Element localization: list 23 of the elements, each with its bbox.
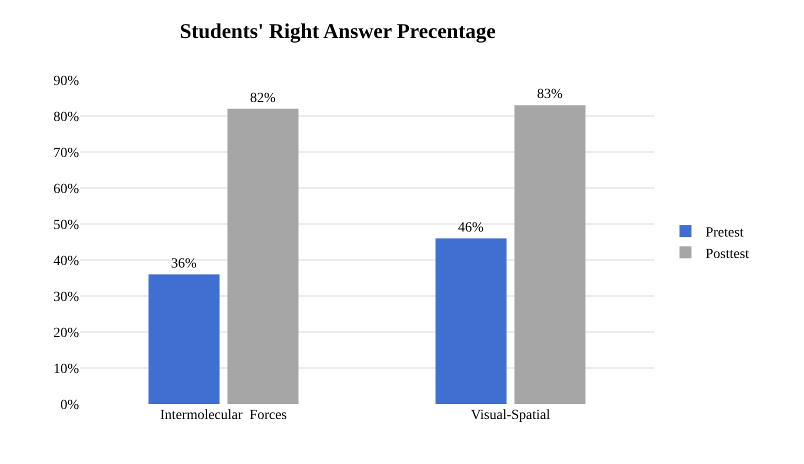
y-tick-label: 10%: [53, 362, 80, 377]
y-tick-label: 20%: [53, 326, 80, 341]
chart-title: Students' Right Answer Precentage: [180, 18, 496, 43]
y-tick-label: 50%: [53, 218, 80, 233]
bar: [514, 105, 586, 404]
bar: [227, 108, 298, 404]
text: 83%: [536, 87, 563, 102]
legend-label: Pretest: [705, 226, 744, 241]
y-tick-label: 70%: [53, 146, 80, 161]
y-tick-label: 40%: [53, 254, 80, 269]
y-tick-label: 0%: [60, 398, 80, 413]
text: 36%: [171, 256, 197, 272]
y-tick-label: 30%: [53, 290, 80, 305]
bar: [436, 238, 507, 404]
x-tick-label: Intermolecular Forces: [160, 408, 287, 423]
y-tick-label: 60%: [53, 182, 80, 197]
y-tick-label: 90%: [53, 74, 80, 89]
x-tick-label: Visual-Spatial: [470, 408, 550, 423]
legend-label: Posttest: [705, 246, 750, 262]
bar: [148, 274, 220, 404]
text: 82%: [250, 90, 276, 106]
text: 46%: [458, 220, 484, 236]
y-tick-label: 80%: [53, 110, 80, 125]
